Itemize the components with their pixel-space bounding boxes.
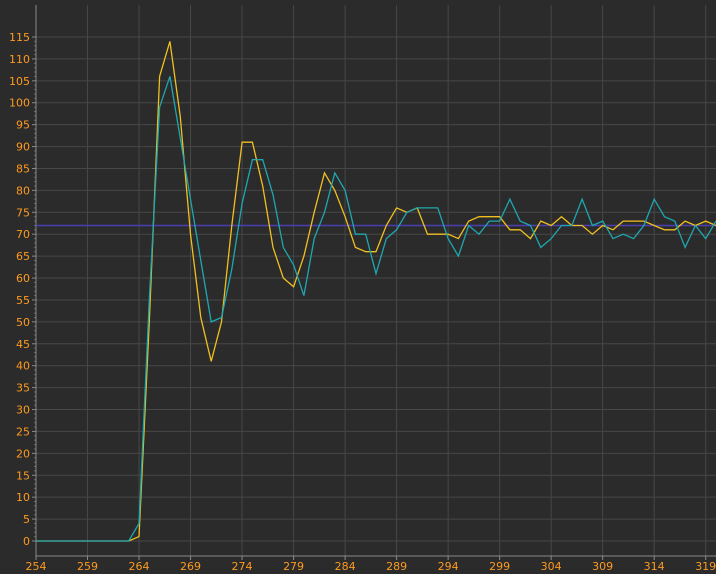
y-tick-label: 110	[9, 53, 30, 66]
x-tick-label: 279	[283, 560, 304, 573]
y-tick-label: 40	[16, 360, 30, 373]
y-tick-label: 35	[16, 382, 30, 395]
y-tick-label: 50	[16, 316, 30, 329]
x-tick-label: 289	[386, 560, 407, 573]
y-tick-label: 100	[9, 97, 30, 110]
y-tick-label: 70	[16, 228, 30, 241]
x-tick-label: 319	[695, 560, 716, 573]
x-tick-label: 269	[180, 560, 201, 573]
y-tick-label: 105	[9, 75, 30, 88]
y-tick-label: 80	[16, 184, 30, 197]
y-tick-label: 60	[16, 272, 30, 285]
y-tick-label: 30	[16, 404, 30, 417]
y-tick-label: 45	[16, 338, 30, 351]
x-tick-label: 294	[438, 560, 459, 573]
y-tick-label: 55	[16, 294, 30, 307]
series-group	[36, 41, 716, 542]
series-line-1	[36, 41, 716, 542]
y-tick-label: 75	[16, 206, 30, 219]
y-tick-label: 5	[23, 513, 30, 526]
y-tick-label: 95	[16, 119, 30, 132]
x-tick-label: 274	[232, 560, 253, 573]
x-tick-label: 254	[26, 560, 47, 573]
x-tick-label: 259	[77, 560, 98, 573]
x-axis: 254 259 264 269 274 279 284 289 294 299 304 309 314 3…	[26, 555, 716, 573]
x-tick-label: 284	[335, 560, 356, 573]
x-tick-label: 309	[592, 560, 613, 573]
y-tick-label: 10	[16, 491, 30, 504]
y-tick-label: 85	[16, 162, 30, 175]
grid	[35, 5, 716, 556]
y-tick-label: 25	[16, 425, 30, 438]
x-tick-label: 264	[129, 560, 150, 573]
y-axis: 0 5 10 15 20 25 30 35 40 45 50 55 60 65 70 75 80 85 90 95 10…	[9, 5, 37, 556]
y-tick-label: 0	[23, 535, 30, 548]
y-tick-label: 20	[16, 447, 30, 460]
y-tick-label: 65	[16, 250, 30, 263]
y-tick-label: 90	[16, 141, 30, 154]
x-tick-label: 304	[541, 560, 562, 573]
y-tick-label: 15	[16, 469, 30, 482]
y-tick-label: 115	[9, 31, 30, 44]
x-tick-label: 314	[644, 560, 665, 573]
plot-area	[36, 5, 716, 556]
series-line-2	[36, 76, 716, 542]
x-tick-label: 299	[489, 560, 510, 573]
